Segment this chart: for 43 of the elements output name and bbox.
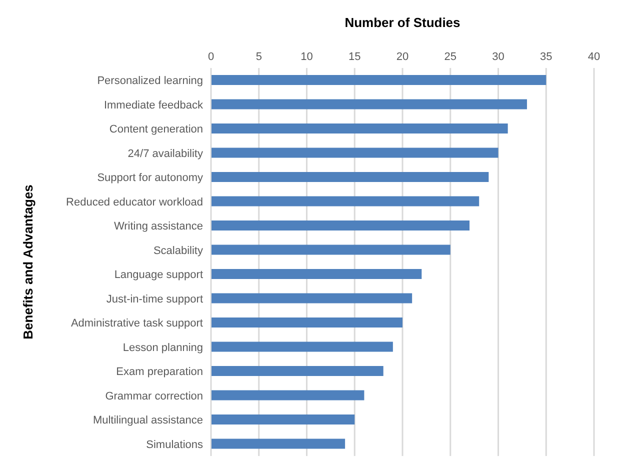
y-tick-label: Lesson planning — [122, 342, 203, 354]
bar — [211, 148, 498, 158]
bar — [211, 390, 364, 400]
y-tick-label: Support for autonomy — [97, 172, 204, 184]
bar — [211, 172, 489, 182]
x-tick-label: 15 — [348, 51, 361, 63]
y-tick-label: Exam preparation — [116, 366, 203, 378]
x-tick-label: 30 — [492, 51, 504, 63]
bar — [211, 220, 470, 230]
bar — [211, 124, 508, 134]
x-tick-label: 20 — [396, 51, 409, 63]
bar — [211, 318, 402, 328]
y-tick-label: Grammar correction — [105, 390, 203, 402]
bar — [211, 293, 412, 304]
x-tick-label: 25 — [444, 51, 456, 63]
bar — [211, 269, 422, 279]
y-tick-label: Simulations — [146, 438, 204, 451]
bar — [211, 99, 527, 110]
x-tick-label: 35 — [540, 51, 552, 63]
y-tick-label: Content generation — [109, 124, 203, 136]
y-tick-label: Administrative task support — [70, 318, 203, 330]
x-axis-title: Number of Studies — [344, 15, 460, 30]
x-tick-label: 10 — [300, 51, 313, 63]
bar — [211, 342, 393, 352]
bar — [211, 366, 384, 376]
bar — [211, 196, 480, 206]
y-tick-label: Personalized learning — [97, 75, 203, 88]
bar — [211, 75, 546, 85]
y-tick-label: Just-in-time support — [106, 293, 203, 306]
y-tick-label: Scalability — [153, 244, 204, 257]
x-tick-label: 5 — [256, 51, 262, 63]
y-tick-label: Language support — [114, 269, 203, 282]
bar — [211, 438, 346, 449]
y-tick-label: Multilingual assistance — [92, 414, 203, 427]
y-axis-title: Benefits and Advantages — [20, 184, 36, 340]
bar — [211, 414, 355, 424]
y-tick-label: Writing assistance — [114, 220, 203, 233]
x-tick-label: 0 — [208, 51, 214, 63]
y-tick-label: Immediate feedback — [104, 99, 204, 112]
x-tick-label: 40 — [588, 51, 600, 63]
y-tick-label: 24/7 availability — [128, 148, 204, 160]
bar — [211, 244, 450, 255]
y-tick-label: Reduced educator workload — [66, 196, 203, 208]
